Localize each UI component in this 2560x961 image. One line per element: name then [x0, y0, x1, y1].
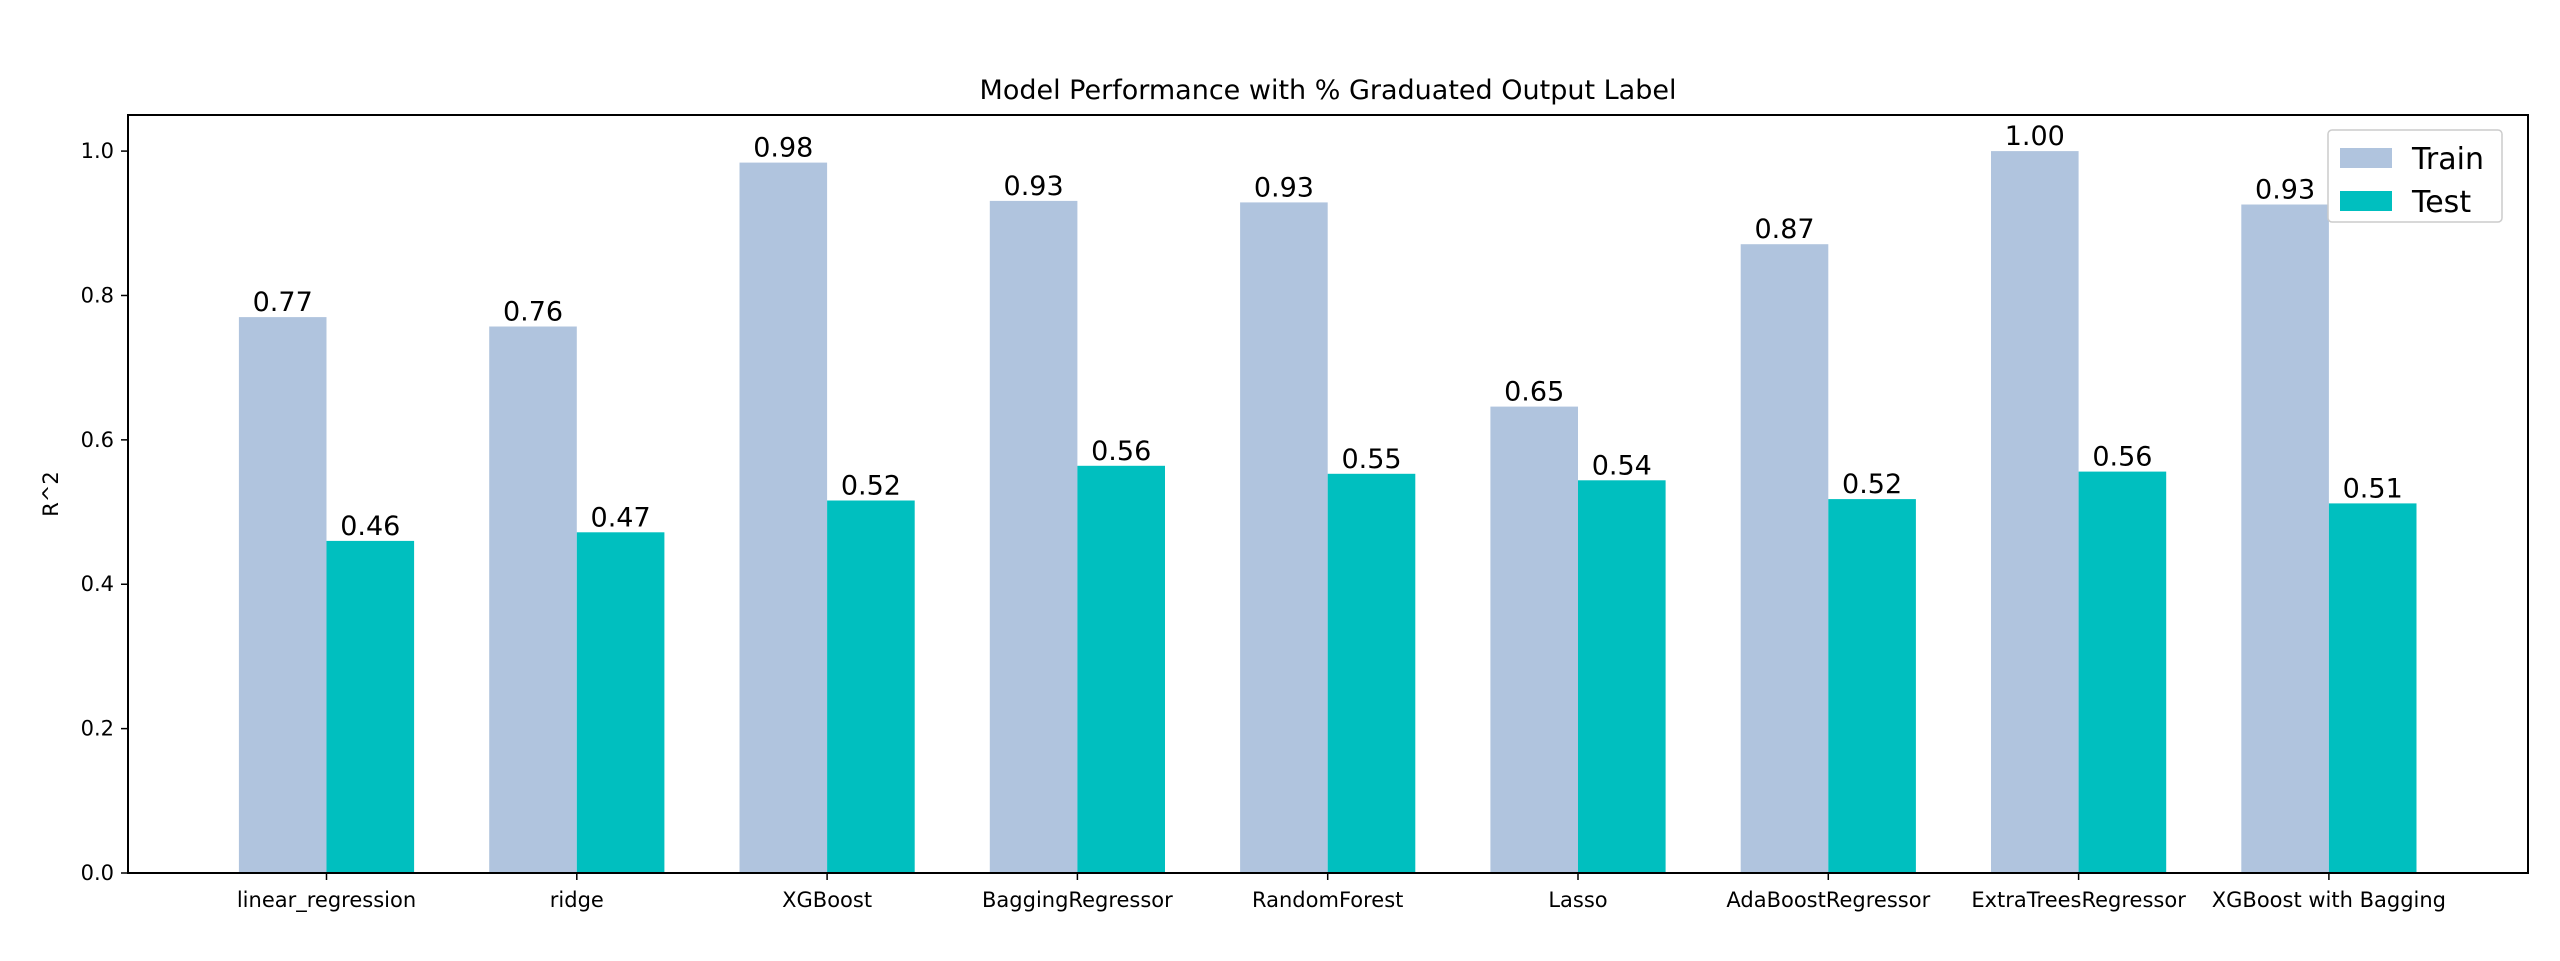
data-label-test-1: 0.47 [591, 502, 651, 533]
data-label-train-1: 0.76 [503, 297, 563, 328]
legend-swatch-test [2340, 191, 2392, 211]
data-label-test-5: 0.54 [1592, 450, 1652, 481]
bar-test-8 [2328, 503, 2417, 873]
bar-train-1 [489, 326, 577, 873]
data-label-train-6: 0.87 [1754, 214, 1814, 245]
y-axis-label: R^2 [39, 471, 63, 517]
bar-train-2 [739, 162, 828, 874]
bar-test-0 [326, 540, 415, 873]
y-tick-label-5: 1.0 [81, 139, 114, 163]
bar-train-5 [1490, 406, 1578, 873]
data-label-train-0: 0.77 [253, 287, 313, 318]
bars-group [238, 151, 2417, 874]
data-label-train-4: 0.93 [1254, 172, 1314, 203]
data-label-train-3: 0.93 [1004, 171, 1064, 202]
data-label-test-3: 0.56 [1091, 436, 1151, 467]
y-tick-label-2: 0.4 [81, 572, 114, 596]
data-label-test-2: 0.52 [841, 471, 901, 502]
plot-frame [127, 114, 2529, 874]
data-label-train-2: 0.98 [753, 133, 813, 164]
x-tick-label-8: XGBoost with Bagging [2212, 888, 2446, 912]
data-label-test-4: 0.55 [1341, 444, 1401, 475]
data-label-train-5: 0.65 [1504, 377, 1564, 408]
data-label-test-8: 0.51 [2343, 473, 2403, 504]
bar-train-4 [1240, 202, 1328, 873]
x-tick-label-2: XGBoost [782, 888, 872, 912]
data-label-train-8: 0.93 [2255, 175, 2315, 206]
bar-test-4 [1327, 473, 1416, 873]
x-tick-label-7: ExtraTreesRegressor [1971, 888, 2186, 912]
bar-test-3 [1077, 465, 1165, 873]
x-tick-label-0: linear_regression [237, 888, 416, 913]
y-tick-label-1: 0.2 [81, 717, 114, 741]
y-tick-label-3: 0.6 [81, 428, 114, 452]
bar-train-8 [2241, 204, 2329, 873]
x-tick-label-6: AdaBoostRegressor [1726, 888, 1930, 912]
x-tick-label-3: BaggingRegressor [982, 888, 1173, 912]
bar-train-3 [989, 200, 1078, 873]
x-tick-label-5: Lasso [1548, 888, 1607, 912]
data-label-test-6: 0.52 [1842, 469, 1902, 500]
bar-data-labels: 0.77 0.46 0.76 0.47 0.98 0.52 0.93 0.56 0.93 0.55… [253, 121, 2403, 542]
data-label-test-7: 0.56 [2092, 442, 2152, 473]
y-tick-label-4: 0.8 [81, 283, 114, 307]
bar-test-1 [576, 532, 665, 873]
legend-label-test: Test [2411, 185, 2471, 220]
y-axis-ticks: 0.0 0.2 0.4 0.6 0.8 1.0 [81, 139, 128, 885]
chart-title: Model Performance with % Graduated Outpu… [980, 75, 1677, 106]
legend-swatch-train [2340, 148, 2392, 168]
x-tick-label-1: ridge [550, 888, 604, 912]
data-label-test-0: 0.46 [340, 511, 400, 542]
data-label-train-7: 1.00 [2005, 121, 2065, 152]
bar-test-6 [1828, 499, 1916, 873]
bar-test-5 [1578, 480, 1666, 873]
y-tick-label-0: 0.0 [81, 861, 114, 885]
bar-train-6 [1740, 244, 1829, 873]
x-tick-label-4: RandomForest [1252, 888, 1403, 912]
bar-test-7 [2078, 471, 2167, 873]
bar-train-0 [238, 317, 327, 874]
legend: Train Test [2327, 129, 2503, 223]
bar-train-7 [1991, 151, 2079, 874]
x-axis-ticks: linear_regression ridge XGBoost BaggingRegr… [237, 873, 2446, 913]
legend-label-train: Train [2411, 142, 2484, 177]
bar-test-2 [827, 500, 915, 873]
